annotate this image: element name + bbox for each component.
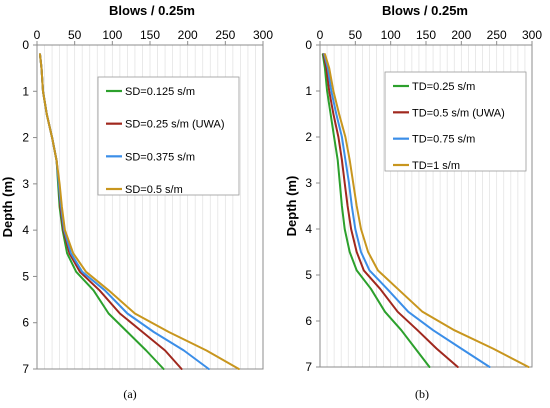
x-tick-label: 100	[381, 28, 401, 42]
x-tick-label: 300	[253, 28, 273, 42]
legend-label: SD=0.25 s/m (UWA)	[125, 119, 225, 131]
legend-label: SD=0.5 s/m	[125, 184, 183, 196]
y-tick-label: 0	[305, 38, 312, 52]
series-line-3	[323, 53, 491, 368]
y-tick-label: 6	[305, 314, 312, 328]
series-line-4	[39, 53, 240, 370]
x-tick-label: 200	[451, 28, 471, 42]
x-tick-label: 250	[487, 28, 507, 42]
y-tick-label: 2	[22, 131, 29, 145]
x-axis-title: Blows / 0.25m	[109, 3, 195, 18]
legend-label: TD=0.5 s/m (UWA)	[412, 107, 505, 119]
x-tick-label: 200	[178, 28, 198, 42]
y-tick-label: 0	[22, 38, 29, 52]
y-tick-label: 5	[305, 268, 312, 282]
x-tick-label: 0	[34, 28, 41, 42]
legend-box	[97, 76, 240, 196]
y-tick-label: 7	[305, 360, 312, 374]
legend-box	[384, 71, 527, 172]
y-tick-label: 4	[22, 223, 29, 237]
y-axis-title: Depth (m)	[284, 176, 299, 237]
chart-panel-a: 0 50 100 150 200 250 300 0 1 2 3 4 5 6 7 Blows / 0.25m D…	[0, 3, 273, 401]
y-tick-label: 6	[22, 316, 29, 330]
y-tick-label: 7	[22, 362, 29, 376]
legend-label: SD=0.125 s/m	[125, 86, 195, 98]
panel-caption: (a)	[123, 387, 136, 401]
y-tick-label: 5	[22, 269, 29, 283]
x-tick-label: 250	[215, 28, 235, 42]
y-axis-title: Depth (m)	[0, 177, 15, 238]
y-tick-label: 2	[305, 130, 312, 144]
legend-label: TD=0.25 s/m	[412, 81, 475, 93]
x-tick-label: 50	[68, 28, 82, 42]
chart-panel-b: 0 50 100 150 200 250 300 0 1 2 3 4 5 6 7 Blows / 0.25m D…	[284, 3, 542, 401]
legend: TD=0.25 s/m TD=0.5 s/m (UWA) TD=0.75 s/m TD…	[384, 71, 527, 172]
y-tick-label: 4	[305, 222, 312, 236]
x-tick-label: 50	[349, 28, 363, 42]
legend-label: TD=1 s/m	[412, 160, 460, 172]
y-tick-label: 1	[22, 84, 29, 98]
y-tick-label: 3	[22, 177, 29, 191]
x-tick-label: 150	[416, 28, 436, 42]
series-line-1	[321, 53, 431, 368]
panel-caption: (b)	[415, 387, 429, 401]
x-tick-label: 100	[102, 28, 122, 42]
legend-label: SD=0.375 s/m	[125, 151, 195, 163]
y-tick-label: 1	[305, 84, 312, 98]
y-tick-label: 3	[305, 176, 312, 190]
x-tick-label: 150	[140, 28, 160, 42]
legend: SD=0.125 s/m SD=0.25 s/m (UWA) SD=0.375 s/…	[97, 76, 240, 196]
x-axis-title: Blows / 0.25m	[382, 3, 468, 18]
legend-label: TD=0.75 s/m	[412, 134, 475, 146]
x-tick-label: 300	[522, 28, 542, 42]
x-tick-label: 0	[317, 28, 324, 42]
series-line-4	[323, 53, 530, 368]
series-line-2	[322, 53, 459, 368]
